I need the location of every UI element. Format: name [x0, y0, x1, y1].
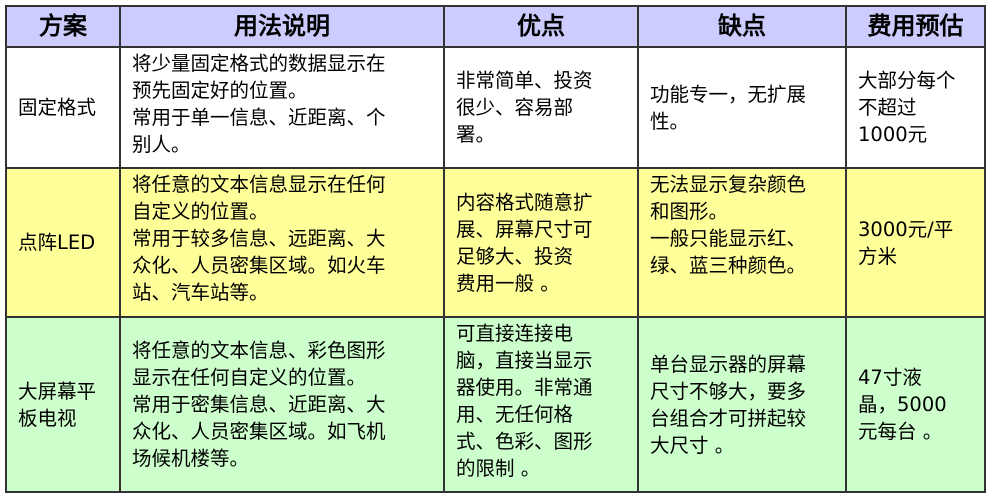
cell-text-line: 众化、人员密集区域。如飞机 — [132, 420, 386, 443]
cell-text-line: 脑，直接当显示 — [456, 349, 593, 372]
cell-text-line: 用、无任何格 — [456, 403, 574, 426]
table-row: 大屏幕平板电视 将任意的文本信息、彩色图形 显示在任何自定义的位置。 常用于密集信息… — [5, 316, 986, 493]
cell-text-line: 元每台 。 — [858, 420, 943, 443]
cell-text-line: 别人。 — [132, 133, 191, 156]
cell-text-line: 常用于单一信息、近距离、个 — [132, 106, 386, 129]
cell-text-line: 显示在任何自定义的位置。 — [132, 366, 367, 389]
cell-cost: 大部分每个不超过 1000元 — [845, 46, 986, 169]
cell-scheme: 大屏幕平 板电视 — [5, 316, 121, 493]
cell-text-line: 晶，5000 — [858, 393, 947, 416]
cell-cons: 功能专一，无扩展 性。 — [637, 46, 847, 169]
cell-pros: 可直接连接电 脑，直接当显示 器使用。非常通 用、无任何格 式、色彩、图形 的限制 。 — [443, 316, 639, 493]
cell-text-line: 点阵LED — [18, 231, 96, 254]
cell-text-line: 器使用。非常通 — [456, 376, 593, 399]
cell-text-line: 自定义的位置。 — [132, 200, 269, 223]
cell-scheme: 固定格式 — [5, 46, 121, 169]
header-pros: 优点 — [443, 5, 639, 48]
cell-text-line: 固定格式 — [18, 96, 97, 119]
cell-cons: 单台显示器的屏幕 尺寸不够大，要多 台组合才可拼起较 大尺寸 。 — [637, 316, 847, 493]
table-row: 固定格式 将少量固定格式的数据显示在 预先固定好的位置。常用于单一信息、近距离、个… — [5, 46, 986, 169]
cell-text-line: 绿、蓝三种颜色。 — [650, 254, 807, 277]
cell-text-line: 台组合才可拼起较 — [650, 406, 807, 430]
cell-text-line: 很少、容易部 — [456, 96, 574, 119]
comparison-table: 方案 用法说明 优点 缺点 费用预估 固定格式 将少量固定格式的数据显示在 预先固… — [5, 5, 986, 493]
cell-text-line: 大部分每个 — [858, 69, 956, 92]
cell-text-line: 常用于密集信息、近距离、大 — [132, 393, 386, 416]
header-cons: 缺点 — [637, 5, 847, 48]
cell-text-line: 足够大、投资 — [456, 244, 574, 268]
cell-usage: 将少量固定格式的数据显示在 预先固定好的位置。常用于单一信息、近距离、个 别人。 — [119, 46, 445, 169]
cell-text-line: 和图形。 — [650, 200, 729, 223]
cell-text-line: 展、屏幕尺寸可 — [456, 217, 593, 241]
cell-cost: 3000元/平 方米 — [845, 167, 986, 318]
cell-text-line: 功能专一，无扩展 — [650, 82, 807, 106]
cell-text-line: 内容格式随意扩 — [456, 190, 593, 214]
cell-text-line: 单台显示器的屏幕 — [650, 352, 807, 376]
cell-text-line: 将少量固定格式的数据显示在 — [132, 52, 386, 75]
cell-text-line: 预先固定好的位置。 — [132, 79, 308, 102]
cell-text-line: 众化、人员密集区域。如火车 — [132, 254, 386, 277]
header-row: 方案 用法说明 优点 缺点 费用预估 — [5, 5, 986, 48]
cell-scheme: 点阵LED — [5, 167, 121, 318]
cell-text-line: 署。 — [456, 123, 496, 146]
cell-text-line: 可直接连接电 — [456, 322, 574, 345]
cell-text-line: 1000元 — [858, 123, 928, 146]
cell-pros: 非常简单、投资 很少、容易部 署。 — [443, 46, 639, 169]
cell-text-line: 式、色彩、图形 — [456, 430, 593, 453]
cell-usage: 将任意的文本信息显示在任何 自定义的位置。常用于较多信息、远距离、大 众化、人员密集… — [119, 167, 445, 318]
cell-text-line: 常用于较多信息、远距离、大 — [132, 227, 386, 250]
cell-text-line: 场候机楼等。 — [132, 447, 250, 470]
cell-text-line: 尺寸不够大，要多 — [650, 379, 807, 403]
cell-text-line: 的限制 。 — [456, 457, 541, 480]
cell-pros: 内容格式随意扩 展、屏幕尺寸可 足够大、投资 费用一般 。 — [443, 167, 639, 318]
cell-text-line: 费用一般 。 — [456, 271, 560, 295]
cell-text-line: 无法显示复杂颜色 — [650, 173, 807, 196]
cell-text-line: 板电视 — [18, 406, 77, 430]
header-usage: 用法说明 — [119, 5, 445, 48]
header-cost: 费用预估 — [845, 5, 986, 48]
cell-text-line: 性。 — [650, 109, 690, 133]
cell-text-line: 大屏幕平 — [18, 379, 97, 403]
cell-text-line: 大尺寸 。 — [650, 433, 735, 457]
header-scheme: 方案 — [5, 5, 121, 48]
cell-text-line: 站、汽车站等。 — [132, 281, 269, 304]
cell-cons: 无法显示复杂颜色 和图形。一般只能显示红、 绿、蓝三种颜色。 — [637, 167, 847, 318]
cell-cost: 47寸液晶，5000 元每台 。 — [845, 316, 986, 493]
cell-text-line: 将任意的文本信息显示在任何 — [132, 173, 386, 196]
table-row: 点阵LED 将任意的文本信息显示在任何 自定义的位置。常用于较多信息、远距离、大众… — [5, 167, 986, 318]
cell-text-line: 47寸液 — [858, 366, 922, 389]
cell-text-line: 非常简单、投资 — [456, 69, 593, 92]
cell-text-line: 将任意的文本信息、彩色图形 — [132, 339, 386, 362]
cell-text-line: 一般只能显示红、 — [650, 227, 807, 250]
cell-text-line: 不超过 — [858, 96, 917, 119]
cell-text-line: 方米 — [858, 244, 898, 268]
cell-usage: 将任意的文本信息、彩色图形 显示在任何自定义的位置。 常用于密集信息、近距离、大 众化… — [119, 316, 445, 493]
cell-text-line: 3000元/平 — [858, 217, 954, 241]
